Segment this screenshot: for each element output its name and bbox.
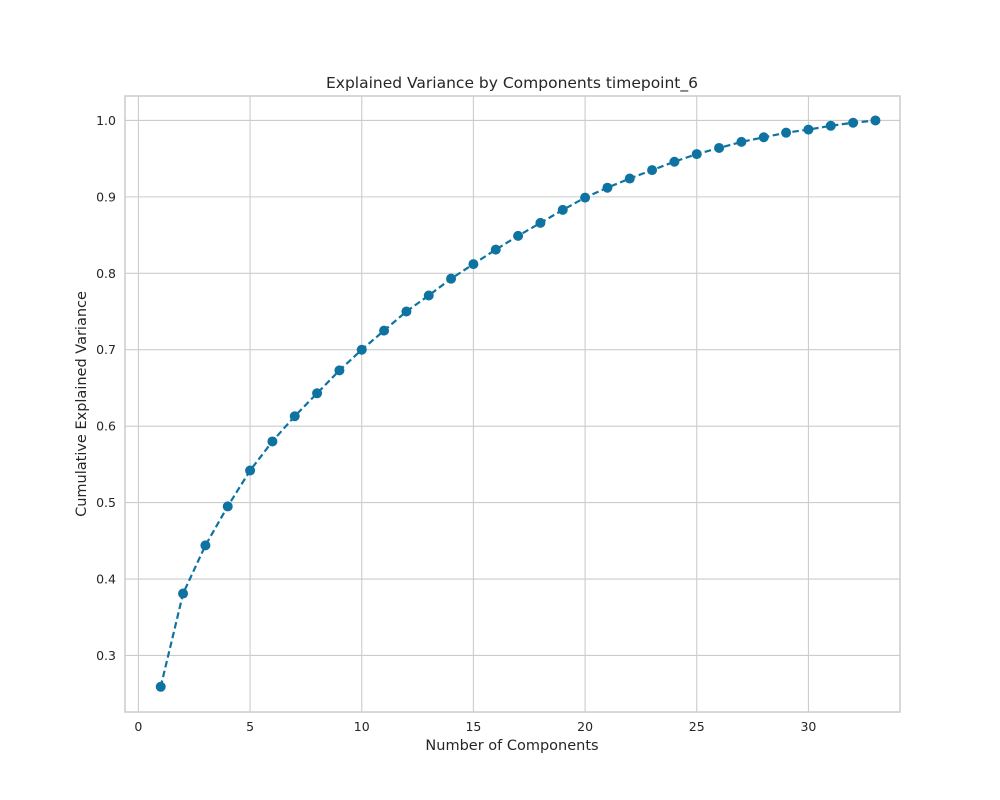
y-tick-label: 0.4	[96, 572, 116, 587]
y-tick-label: 1.0	[96, 113, 116, 128]
data-point	[490, 244, 501, 255]
data-point	[446, 273, 457, 284]
data-point	[825, 120, 836, 131]
data-point	[222, 501, 233, 512]
data-point	[513, 230, 524, 241]
data-point	[580, 192, 591, 203]
data-point	[468, 259, 479, 270]
data-point	[423, 290, 434, 301]
grid	[125, 96, 900, 712]
y-axis-label: Cumulative Explained Variance	[74, 291, 90, 517]
y-tick-label: 0.9	[96, 189, 116, 204]
data-point	[178, 588, 189, 599]
y-tick-label: 0.5	[96, 495, 116, 510]
data-point	[535, 217, 546, 228]
data-point	[200, 540, 211, 551]
x-tick-label: 5	[246, 719, 254, 734]
y-tick-label: 0.7	[96, 342, 116, 357]
data-point	[245, 465, 256, 476]
data-point	[624, 173, 635, 184]
data-point	[334, 365, 345, 376]
series-line	[159, 119, 876, 688]
data-point	[401, 306, 412, 317]
x-tick-label: 20	[577, 719, 593, 734]
data-point	[781, 127, 792, 138]
data-point	[803, 124, 814, 135]
data-point	[602, 182, 613, 193]
data-point	[267, 436, 278, 447]
y-axis-ticks: 0.3 0.4 0.5 0.6 0.7 0.8 0.9 1.0	[96, 113, 116, 663]
x-axis-ticks: 0 5 10 15 20 25 30	[134, 719, 816, 734]
data-point	[870, 115, 881, 126]
data-point	[647, 165, 658, 176]
data-point	[289, 411, 300, 422]
data-point	[714, 142, 725, 153]
x-tick-label: 0	[134, 719, 142, 734]
data-point	[736, 136, 747, 147]
plot-frame	[124, 95, 901, 713]
data-point	[356, 344, 367, 355]
x-tick-label: 30	[800, 719, 816, 734]
x-tick-label: 25	[689, 719, 705, 734]
data-point	[669, 156, 680, 167]
chart-title: Explained Variance by Components timepoi…	[326, 74, 698, 93]
data-point	[312, 388, 323, 399]
data-point	[155, 681, 166, 692]
data-point	[848, 117, 859, 128]
y-tick-label: 0.3	[96, 648, 116, 663]
x-tick-label: 15	[465, 719, 481, 734]
y-tick-label: 0.8	[96, 266, 116, 281]
series-layer	[155, 115, 881, 692]
y-tick-label: 0.6	[96, 419, 116, 434]
data-point	[557, 204, 568, 215]
data-point	[758, 132, 769, 143]
x-axis-label: Number of Components	[425, 738, 598, 754]
x-tick-label: 10	[354, 719, 370, 734]
data-point	[691, 149, 702, 160]
data-point	[379, 325, 390, 336]
